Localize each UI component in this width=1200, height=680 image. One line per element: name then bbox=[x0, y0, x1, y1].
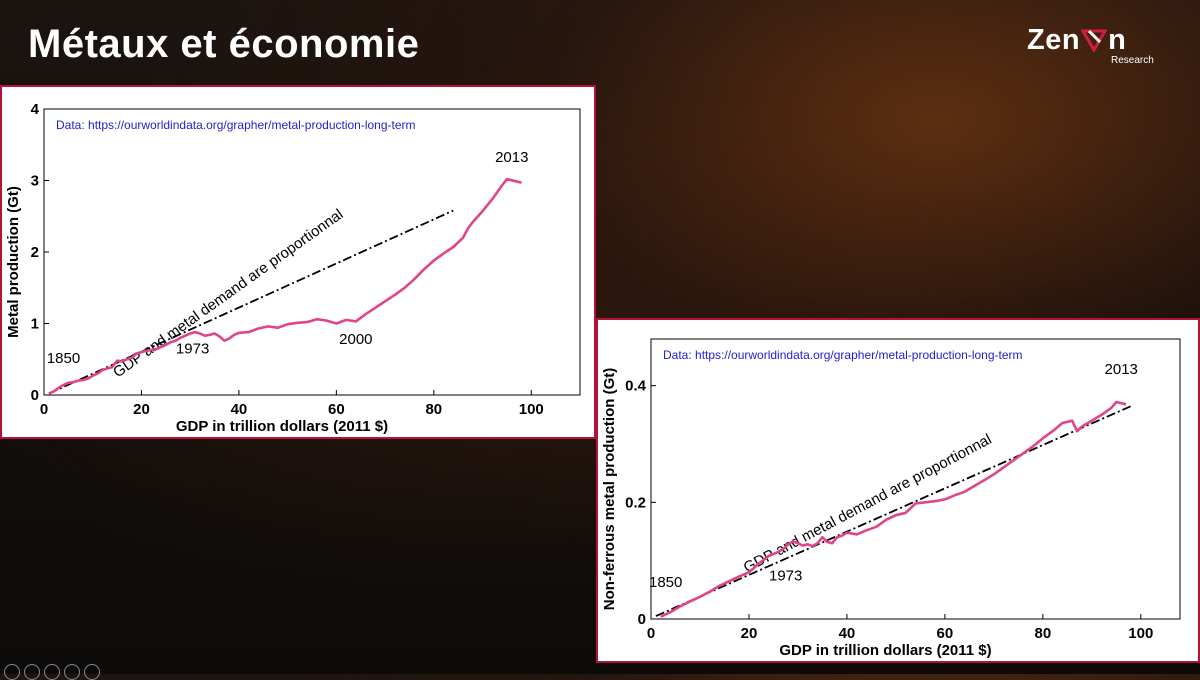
metal-production-chart: 0 20 40 60 80 100 0 1 2 3 4 GDP in trillion dollars… bbox=[0, 85, 596, 439]
slide-title: Métaux et économie bbox=[28, 22, 420, 66]
x-tick-label: 80 bbox=[425, 401, 442, 418]
y-tick-label: 2 bbox=[31, 244, 39, 261]
year-annotation: 1973 bbox=[769, 568, 802, 585]
y-axis-label: Metal production (Gt) bbox=[5, 186, 22, 338]
logo-triangle-icon bbox=[1080, 29, 1108, 53]
metal-production-svg: 0 20 40 60 80 100 0 1 2 3 4 GDP in trillion dollars… bbox=[5, 101, 581, 435]
metal-production-series-line bbox=[48, 177, 522, 395]
x-tick-label: 40 bbox=[231, 401, 248, 418]
logo-subtitle: Research bbox=[1111, 55, 1154, 66]
y-tick-label: 0.2 bbox=[625, 494, 646, 511]
y-tick-label: 0 bbox=[31, 387, 39, 404]
x-tick-label: 20 bbox=[133, 401, 150, 418]
logo-wordmark: Zen n bbox=[1027, 24, 1126, 57]
x-tick-label: 40 bbox=[839, 625, 856, 642]
y-tick-label: 4 bbox=[31, 101, 40, 118]
x-tick-label: 0 bbox=[40, 401, 48, 418]
source-note: Data: https://ourworldindata.org/grapher… bbox=[56, 118, 416, 132]
source-note: Data: https://ourworldindata.org/grapher… bbox=[663, 348, 1023, 362]
year-annotation: 2013 bbox=[1105, 361, 1138, 378]
y-tick-label: 1 bbox=[31, 316, 39, 333]
y-axis-label: Non-ferrous metal production (Gt) bbox=[601, 368, 618, 611]
logo-word-left: Zen bbox=[1027, 24, 1081, 56]
y-tick-label: 3 bbox=[31, 173, 39, 190]
zenon-logo: Zen n Research bbox=[1027, 24, 1157, 68]
non-ferrous-chart: 0 20 40 60 80 100 0 0.2 0.4 GDP in trillion dolla… bbox=[596, 318, 1200, 663]
x-tick-label: 100 bbox=[519, 401, 544, 418]
proportional-trend-line bbox=[48, 209, 454, 395]
x-tick-label: 60 bbox=[328, 401, 345, 418]
x-tick-label: 100 bbox=[1128, 625, 1153, 642]
logo-word-right: n bbox=[1108, 24, 1127, 56]
player-control-icon[interactable] bbox=[44, 664, 60, 680]
non-ferrous-svg: 0 20 40 60 80 100 0 0.2 0.4 GDP in trillion dolla… bbox=[601, 338, 1181, 659]
y-tick-label: 0 bbox=[638, 611, 646, 628]
year-annotation: 1850 bbox=[47, 350, 80, 367]
x-tick-label: 60 bbox=[937, 625, 954, 642]
year-annotation: 2013 bbox=[495, 149, 528, 166]
trend-label: GDP and metal demand are proportionnal bbox=[741, 431, 995, 577]
year-annotation: 1973 bbox=[176, 341, 209, 358]
x-tick-label: 80 bbox=[1035, 625, 1052, 642]
year-annotation: 1850 bbox=[649, 574, 682, 591]
plot-area-frame bbox=[650, 338, 1181, 620]
x-tick-label: 0 bbox=[647, 625, 655, 642]
year-annotation: 2000 bbox=[339, 331, 372, 348]
player-control-icon[interactable] bbox=[4, 664, 20, 680]
y-tick-label: 0.4 bbox=[625, 378, 647, 395]
metal-production-series-line bbox=[660, 400, 1127, 618]
player-control-icon[interactable] bbox=[24, 664, 40, 680]
x-axis-label: GDP in trillion dollars (2011 $) bbox=[176, 418, 388, 435]
x-axis-label: GDP in trillion dollars (2011 $) bbox=[779, 642, 991, 659]
proportional-trend-line bbox=[655, 405, 1132, 617]
player-control-icon[interactable] bbox=[64, 664, 80, 680]
bottom-toolbar bbox=[0, 662, 130, 680]
trend-label: GDP and metal demand are proportionnal bbox=[110, 206, 346, 381]
x-tick-label: 20 bbox=[741, 625, 758, 642]
player-control-icon[interactable] bbox=[84, 664, 100, 680]
